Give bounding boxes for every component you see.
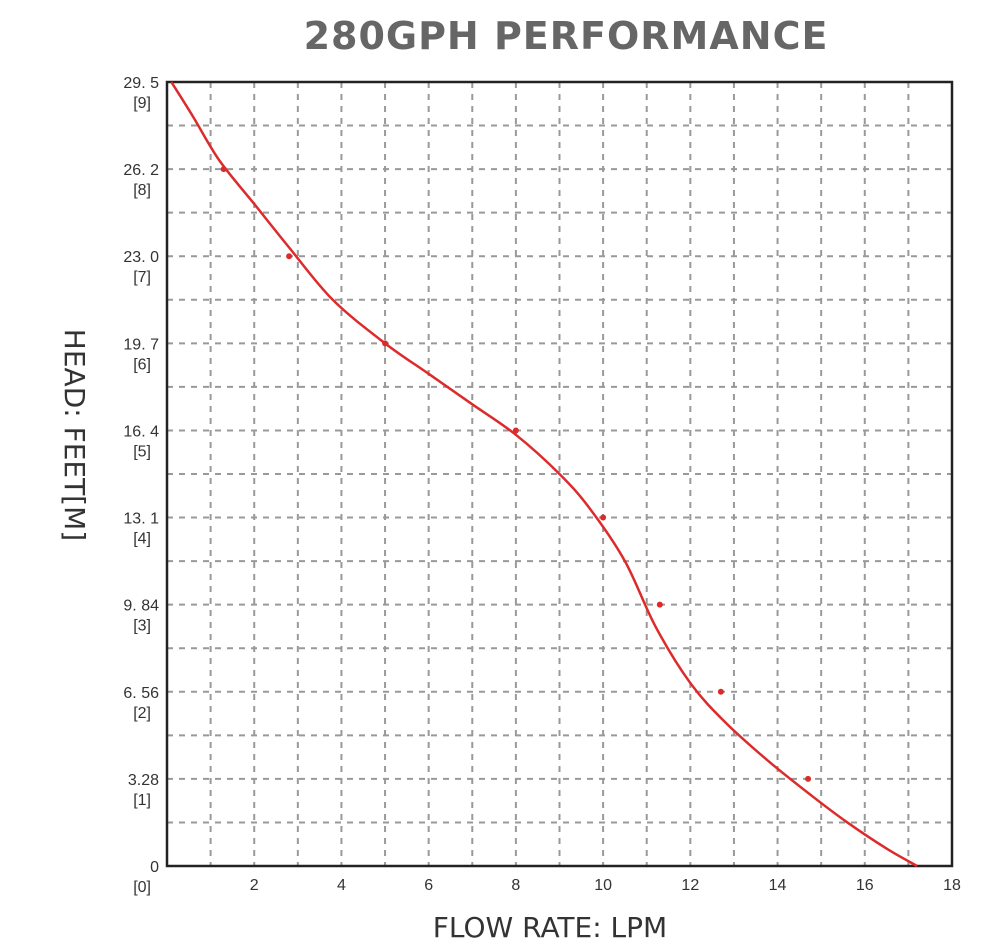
curve-marker: [382, 340, 389, 347]
x-axis-title: FLOW RATE: LPM: [433, 911, 667, 944]
chart-title: 280GPH PERFORMANCE: [303, 14, 829, 58]
curve-marker: [512, 427, 519, 434]
y-tick-label-feet: 0: [150, 859, 159, 876]
x-tick-label: 4: [337, 877, 346, 894]
y-tick-label-feet: 13. 1: [123, 511, 159, 528]
y-tick-label-meters: [1]: [133, 792, 151, 809]
x-tick-labels: 2 4 6 8 10 12 14 16 18: [250, 877, 961, 894]
y-tick-label-meters: [4]: [133, 531, 151, 548]
y-tick-label-meters: [6]: [133, 356, 151, 373]
x-tick-label: 8: [511, 877, 520, 894]
y-tick-label-meters: [3]: [133, 618, 151, 635]
y-tick-label-meters: [8]: [133, 182, 151, 199]
y-tick-label-feet: 3.28: [128, 772, 159, 789]
x-tick-label: 12: [681, 877, 699, 894]
y-tick-label-feet: 16. 4: [123, 423, 159, 440]
y-tick-label-meters: [2]: [133, 705, 151, 722]
curve-marker: [600, 514, 607, 521]
y-tick-label-feet: 29. 5: [123, 75, 159, 92]
x-tick-label: 18: [943, 877, 961, 894]
curve-marker: [286, 253, 293, 260]
y-tick-label-meters: [7]: [133, 269, 151, 286]
curve-marker: [717, 688, 724, 695]
y-tick-label-feet: 9. 84: [123, 598, 159, 615]
y-tick-label-meters: [5]: [133, 443, 151, 460]
curve-marker: [656, 601, 663, 608]
y-tick-label-meters: [9]: [133, 95, 151, 112]
curve-marker: [220, 166, 227, 173]
y-tick-label-meters: [0]: [133, 879, 151, 896]
y-tick-label-feet: 26. 2: [123, 162, 159, 179]
curve-markers: [220, 166, 812, 782]
grid: [167, 82, 952, 866]
x-tick-label: 2: [250, 877, 259, 894]
x-tick-label: 6: [424, 877, 433, 894]
curve-marker: [805, 775, 812, 782]
y-tick-label-feet: 23. 0: [123, 249, 159, 266]
y-tick-labels: 0 [0] 3.28 [1] 6. 56 [2] 9. 84 [3] 13. 1 [4] 16. 4…: [123, 75, 159, 896]
y-axis-title: HEAD: FEET[M]: [58, 329, 91, 541]
performance-curve: [170, 81, 918, 868]
x-tick-label: 16: [856, 877, 874, 894]
x-tick-label: 14: [769, 877, 787, 894]
plot-frame: [165, 80, 954, 868]
y-tick-label-feet: 19. 7: [123, 336, 159, 353]
x-tick-label: 10: [594, 877, 612, 894]
y-tick-label-feet: 6. 56: [123, 685, 159, 702]
